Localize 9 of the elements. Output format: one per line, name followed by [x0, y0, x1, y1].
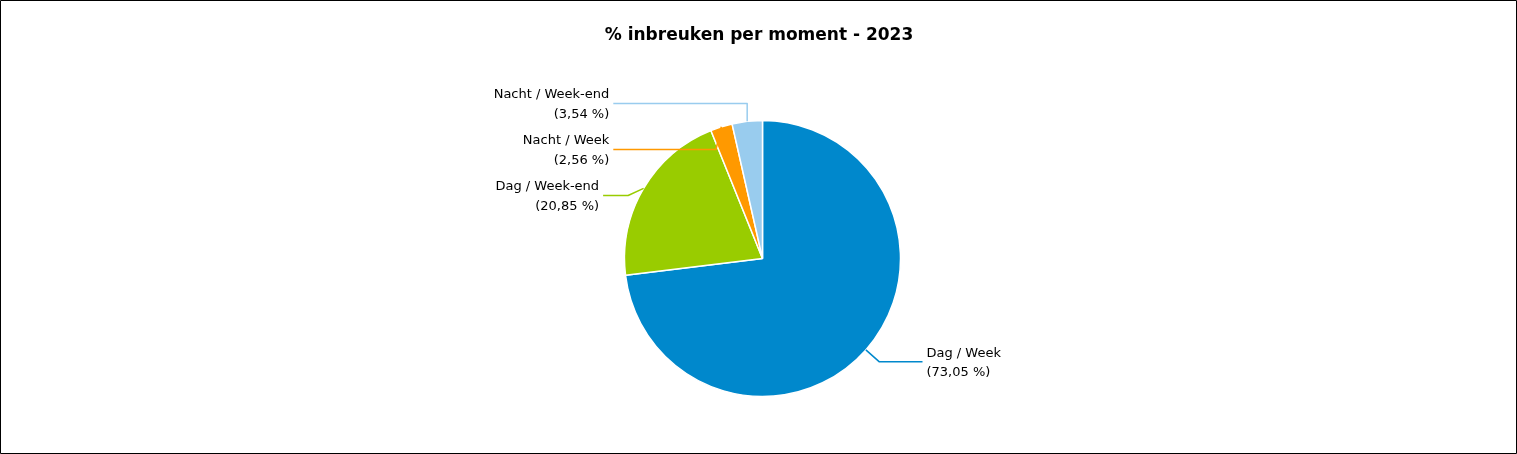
slice-label: Nacht / Week [522, 132, 610, 148]
slice-label: Dag / Week [926, 344, 1002, 360]
chart-title: % inbreuken per moment - 2023 [604, 23, 914, 44]
slice-label: Dag / Week-end [495, 178, 600, 194]
data-label: (2,56 %) [553, 151, 610, 167]
data-label: (3,54 %) [553, 105, 610, 121]
data-label: (20,85 %) [535, 197, 600, 213]
slice-label: Nacht / Week-end [493, 86, 610, 102]
data-label: (73,05 %) [926, 364, 991, 380]
